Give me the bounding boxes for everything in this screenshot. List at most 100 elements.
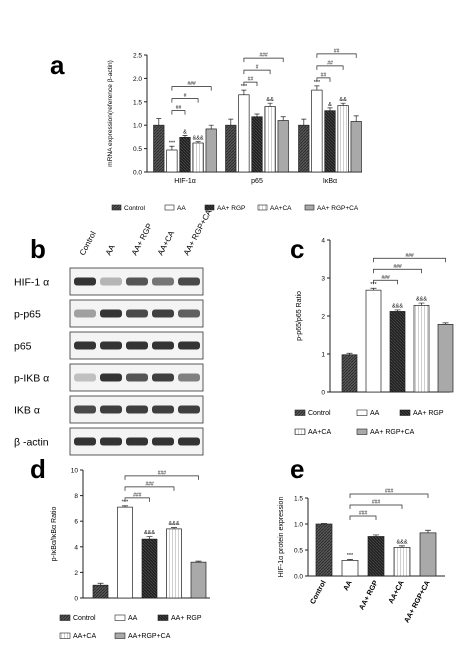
error-bar <box>182 135 188 138</box>
legend-swatch <box>356 409 368 416</box>
significance-bracket <box>316 53 357 58</box>
error-bar <box>394 309 401 312</box>
y-tick-label: 1.5 <box>294 496 303 503</box>
y-axis-label: mRNA expression(reference β-actin) <box>107 60 114 167</box>
error-bar <box>195 141 201 143</box>
y-tick-label: 1.0 <box>133 123 142 130</box>
bar <box>365 289 382 393</box>
legend-entry: Control <box>73 615 96 622</box>
blot-band <box>100 341 122 350</box>
error-bar <box>399 545 405 548</box>
error-bar <box>208 124 214 129</box>
bar <box>324 110 336 173</box>
significance-bracket <box>243 69 271 75</box>
y-tick-label: 2 <box>321 314 325 321</box>
bar-label: &&& <box>392 303 403 309</box>
error-bar <box>327 107 333 111</box>
error-bar <box>373 534 379 537</box>
bar <box>190 561 207 599</box>
bar <box>117 506 133 599</box>
significance-label: ### <box>145 481 154 487</box>
blot-band <box>152 373 174 382</box>
bar <box>311 89 323 173</box>
blot-band <box>152 405 174 414</box>
y-tick-label: 4 <box>74 544 78 551</box>
bar-label: *** <box>314 80 321 86</box>
error-bar <box>347 559 353 561</box>
significance-bracket <box>373 279 398 285</box>
panel-label-d: d <box>30 454 46 484</box>
blot-band <box>100 309 122 318</box>
bar-label: *** <box>347 553 354 559</box>
significance-label: ## <box>321 72 327 78</box>
y-axis-label: p-p65/p65 Ratio <box>296 291 303 341</box>
bar <box>166 528 182 599</box>
error-bar <box>418 302 425 306</box>
significance-bracket <box>171 98 199 103</box>
bar <box>238 94 250 173</box>
y-tick-label: 2 <box>74 570 78 577</box>
bar-label: &&& <box>168 521 179 527</box>
significance-label: ### <box>372 500 381 506</box>
bar <box>315 523 333 577</box>
error-bar <box>370 287 377 291</box>
western-blot-b: Control AA AA+ RGP AA+CA AA+ RGP+CA HIF-1 α p-… <box>14 207 214 456</box>
y-tick-label: 0.5 <box>133 146 142 153</box>
error-bar <box>442 322 449 325</box>
error-bar <box>228 118 234 126</box>
y-axis-label: HIF-1α protein expression <box>278 497 285 578</box>
blot-band <box>74 309 96 318</box>
bar <box>341 560 359 577</box>
significance-bracket <box>349 493 429 498</box>
significance-label: ### <box>259 53 268 59</box>
legend-swatch <box>114 614 126 621</box>
y-tick-label: 1.0 <box>294 522 303 529</box>
bar-label: &&& <box>193 136 204 142</box>
error-bar <box>122 505 128 508</box>
bar <box>337 105 349 173</box>
significance-label: ### <box>187 81 196 87</box>
error-bar <box>353 115 359 122</box>
significance-bracket <box>349 515 377 520</box>
bar <box>179 137 191 173</box>
panel-label-c: c <box>290 234 304 264</box>
bar-label: &&& <box>416 297 427 303</box>
significance-label: # <box>256 65 259 71</box>
bar-label: & <box>183 129 187 135</box>
bar <box>141 538 158 599</box>
legend-entry: AA+ RGP <box>217 205 245 212</box>
blot-band <box>178 309 200 318</box>
legend-entry: AA+ RGP <box>413 410 444 417</box>
bar <box>367 536 385 577</box>
legend-swatch <box>164 204 175 211</box>
blot-row-label: p-IKB α <box>14 373 49 385</box>
error-bar <box>321 523 327 524</box>
bar-label: *** <box>169 140 176 146</box>
lane-label: AA+ RGP <box>130 222 154 257</box>
significance-label: ## <box>248 77 254 83</box>
blot-band <box>126 277 148 286</box>
significance-label: ### <box>359 511 368 517</box>
blot-band <box>74 341 96 350</box>
significance-bracket <box>124 475 199 480</box>
blot-band <box>74 437 96 446</box>
y-tick-label: 0.0 <box>294 574 303 581</box>
y-tick-label: 0.0 <box>133 170 142 177</box>
bar <box>298 124 310 173</box>
blot-band <box>126 405 148 414</box>
y-axis-label: p-IκBα/IκBα Ratio <box>51 507 58 562</box>
legend-entry: AA <box>128 615 138 622</box>
blot-band <box>126 341 148 350</box>
significance-label: ## <box>176 105 182 111</box>
bar <box>419 532 437 577</box>
significance-label: ### <box>385 489 394 495</box>
bar-label: *** <box>241 84 248 90</box>
bar-label: &&& <box>144 530 155 536</box>
panel-label-a: a <box>50 50 65 80</box>
bar <box>166 149 178 173</box>
chart-e-hif1a-protein: 0.0 0.5 1.0 1.5 HIF-1α protein expression Con… <box>278 489 445 624</box>
x-tick-label: IκBα <box>323 178 337 185</box>
blot-band <box>126 373 148 382</box>
blot-band <box>100 277 122 286</box>
